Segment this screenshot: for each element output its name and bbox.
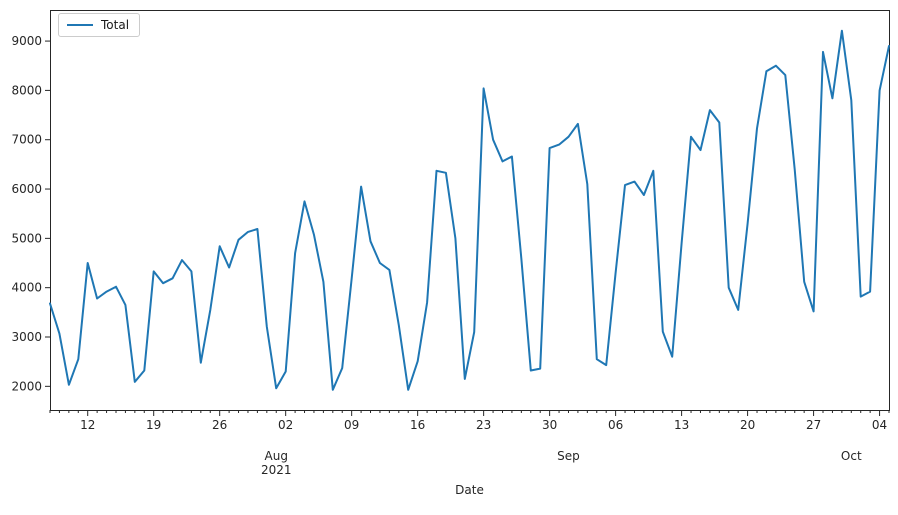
x-tick-label: 09 xyxy=(344,418,359,432)
x-month-label: Sep xyxy=(557,449,580,463)
x-tick-label: 12 xyxy=(80,418,95,432)
x-month-label: Aug xyxy=(265,449,288,463)
y-tick-label: 8000 xyxy=(11,83,42,97)
y-tick-label: 3000 xyxy=(11,330,42,344)
x-tick-label: 16 xyxy=(410,418,425,432)
y-tick-label: 9000 xyxy=(11,34,42,48)
x-tick-label: 13 xyxy=(674,418,689,432)
x-tick-label: 06 xyxy=(608,418,623,432)
x-tick-label: 26 xyxy=(212,418,227,432)
y-tick-label: 5000 xyxy=(11,231,42,245)
plot-border xyxy=(50,10,890,411)
x-tick-label: 20 xyxy=(740,418,755,432)
legend-label: Total xyxy=(101,18,130,32)
x-tick-label: 02 xyxy=(278,418,293,432)
legend-line-swatch xyxy=(67,24,93,26)
total-series-line xyxy=(49,29,890,391)
x-year-label: 2021 xyxy=(261,463,292,477)
x-tick-label: 19 xyxy=(146,418,161,432)
x-tick-label: 30 xyxy=(542,418,557,432)
x-tick-label: 04 xyxy=(872,418,887,432)
y-tick-label: 4000 xyxy=(11,281,42,295)
legend-box: Total xyxy=(58,13,141,37)
x-tick-label: 27 xyxy=(806,418,821,432)
x-month-label: Oct xyxy=(841,449,862,463)
x-axis-title: Date xyxy=(455,483,484,497)
y-tick-label: 6000 xyxy=(11,182,42,196)
y-tick-label: 7000 xyxy=(11,133,42,147)
y-tick-label: 2000 xyxy=(11,379,42,393)
x-tick-label: 23 xyxy=(476,418,491,432)
